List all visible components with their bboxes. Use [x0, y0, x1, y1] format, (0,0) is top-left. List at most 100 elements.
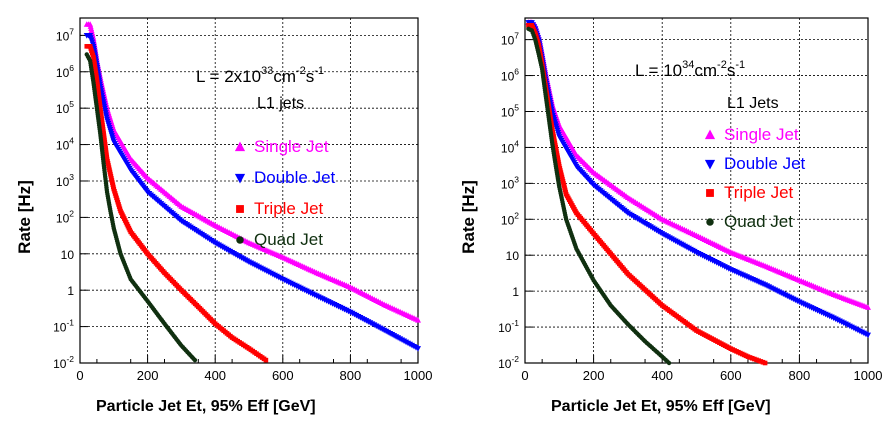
chart2-y-tick-exponent: 5: [514, 102, 519, 112]
chart2-data-point: [763, 361, 768, 366]
chart2-luminosity-annotation: L = 1034cm-2s-1: [635, 59, 745, 80]
chart2-y-tick-base: 10: [501, 105, 515, 119]
chart1-x-tick-label: 1000: [404, 368, 433, 383]
chart2-legend-marker: [706, 189, 714, 197]
chart1-legend-entry: Double Jet: [235, 168, 336, 187]
chart1-y-axis-title: Rate [Hz]: [15, 180, 35, 254]
chart2-annotation-text: s: [727, 61, 736, 80]
chart2-y-tick-label: 103: [501, 174, 519, 191]
chart2-x-tick-label: 0: [521, 368, 528, 383]
chart1-x-axis-title: Particle Jet Et, 95% Eff [GeV]: [96, 398, 316, 416]
chart1-annotation-text: s: [306, 67, 315, 86]
chart1-y-tick-exponent: -1: [66, 318, 74, 328]
chart2-annotation-text: cm: [694, 61, 717, 80]
chart1-legend-marker: [235, 174, 245, 184]
chart2-legend-title: L1 Jets: [727, 95, 779, 112]
chart2-legend-marker: [705, 160, 715, 170]
chart2-legend-entry: Single Jet: [705, 125, 799, 144]
chart2-annotation-exponent: 34: [682, 59, 694, 71]
chart1-y-tick-base: 10: [53, 321, 67, 335]
chart2-legend-label: Triple Jet: [724, 183, 794, 202]
chart2-x-tick-label: 200: [583, 368, 605, 383]
chart2-y-tick-label: 1: [512, 285, 519, 299]
chart1-y-tick-base: 10: [53, 357, 67, 371]
chart1-y-tick-base: 10: [56, 66, 70, 80]
chart1-annotation-exponent: -2: [296, 65, 306, 77]
chart2-y-tick-base: 10: [501, 177, 515, 191]
chart1-legend-label: Triple Jet: [254, 199, 324, 218]
chart1-y-tick-label: 105: [56, 99, 74, 116]
chart1-y-tick-exponent: 6: [69, 63, 74, 73]
chart2-y-tick-base: 10: [501, 34, 515, 48]
chart2-y-tick-base: 1: [512, 285, 519, 299]
chart1-y-tick-exponent: 7: [69, 26, 74, 36]
chart1-x-tick-label: 200: [137, 368, 159, 383]
chart1-legend-entry: Single Jet: [235, 137, 329, 156]
chart1-y-tick-base: 10: [61, 248, 75, 262]
chart1-data-point: [264, 358, 269, 363]
chart1-legend-label: Single Jet: [254, 137, 329, 156]
chart1-annotation-text: L = 2x10: [196, 67, 261, 86]
chart2-y-tick-exponent: 3: [514, 174, 519, 184]
chart2-y-tick-exponent: 2: [514, 210, 519, 220]
chart2-y-tick-label: 102: [501, 210, 519, 227]
chart1-x-tick-label: 400: [204, 368, 226, 383]
chart2-legend-entry: Quad Jet: [706, 212, 793, 231]
chart2-x-axis-title: Particle Jet Et, 95% Eff [GeV]: [551, 398, 771, 416]
chart1-y-tick-base: 10: [56, 175, 70, 189]
chart2-y-tick-base: 10: [498, 321, 512, 335]
chart1-y-tick-label: 104: [56, 136, 74, 153]
chart1-y-tick-base: 10: [56, 29, 70, 43]
chart1-y-tick-label: 1: [67, 284, 74, 298]
chart1-x-tick-label: 600: [272, 368, 294, 383]
chart2-y-tick-label: 107: [501, 31, 519, 48]
chart2-y-tick-base: 10: [506, 249, 520, 263]
chart2-y-tick-exponent: 6: [514, 67, 519, 77]
chart2-legend-marker: [705, 130, 715, 140]
chart2-legend-entry: Triple Jet: [706, 183, 793, 202]
chart2-legend-entry: Double Jet: [705, 154, 806, 173]
chart1-annotation-exponent: 33: [261, 65, 273, 77]
chart2-x-tick-label: 800: [789, 368, 811, 383]
chart1-legend-marker: [236, 236, 243, 243]
chart1-legend-label: Quad Jet: [254, 230, 323, 249]
chart2-y-tick-label: 10: [506, 249, 520, 263]
chart1-y-tick-exponent: -2: [66, 354, 74, 364]
chart1-y-tick-exponent: 2: [69, 208, 74, 218]
chart1-y-tick-label: 10-2: [53, 354, 74, 371]
chart2-y-tick-label: 10-2: [498, 354, 519, 371]
chart1-y-tick-label: 10: [61, 248, 75, 262]
chart1-legend-marker: [235, 142, 245, 152]
chart1-legend-marker: [236, 205, 244, 213]
chart1-x-tick-label: 800: [340, 368, 362, 383]
chart1-legend-title: L1 jets: [257, 95, 304, 112]
chart1-y-tick-base: 10: [56, 139, 70, 153]
chart1-x-tick-label: 0: [76, 368, 83, 383]
chart1-y-tick-label: 103: [56, 172, 74, 189]
chart1-y-tick-exponent: 3: [69, 172, 74, 182]
chart2-y-tick-base: 10: [498, 357, 512, 371]
chart2-annotation-exponent: -2: [717, 59, 727, 71]
chart1-legend-label: Double Jet: [254, 168, 336, 187]
chart1-plot: 0 200 400 600 800 100010-210-1110102103104105…: [53, 18, 432, 383]
chart1-luminosity-annotation: L = 2x1033cm-2s-1: [196, 65, 324, 86]
chart2-legend-marker: [706, 218, 713, 225]
chart1-legend-entry: Triple Jet: [236, 199, 323, 218]
chart2-annotation-text: L = 10: [635, 61, 682, 80]
chart2-y-tick-base: 10: [501, 70, 515, 84]
chart2-legend-label: Single Jet: [724, 125, 799, 144]
chart2-y-tick-label: 10-1: [498, 318, 519, 335]
chart2-y-tick-exponent: 7: [514, 31, 519, 41]
chart2-y-tick-label: 106: [501, 67, 519, 84]
chart1-y-tick-label: 10-1: [53, 318, 74, 335]
chart2-y-tick-exponent: -1: [511, 318, 519, 328]
chart1-y-tick-exponent: 5: [69, 99, 74, 109]
chart1-legend-entry: Quad Jet: [236, 230, 323, 249]
chart1-y-tick-label: 106: [56, 63, 74, 80]
chart2-plot: 0 200 400 600 800 100010-210-1110102103104105…: [498, 18, 882, 383]
chart2-annotation-exponent: -1: [735, 59, 745, 71]
chart1-y-tick-base: 10: [56, 102, 70, 116]
chart1-data-point: [193, 358, 197, 362]
